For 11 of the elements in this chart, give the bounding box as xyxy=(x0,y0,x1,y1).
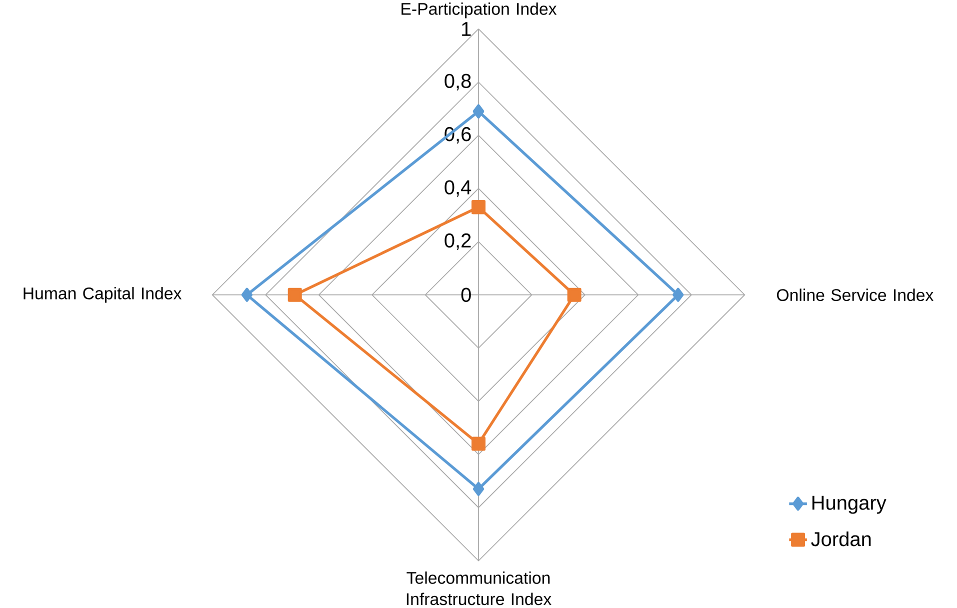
spoke-label: Human Capital Index xyxy=(24,287,182,303)
spoke-label: E-Participation Index xyxy=(402,2,557,18)
spoke-label: Online Service Index xyxy=(776,288,934,302)
y-tick-label: 0 xyxy=(461,288,471,302)
y-tick-label: 1 xyxy=(462,22,471,36)
legend-label: Hungary xyxy=(812,496,886,514)
spoke-label: Telecommunication Infrastructure Index xyxy=(406,572,552,606)
y-tick-label: 0,2 xyxy=(444,234,471,250)
y-tick-label: 0,4 xyxy=(444,180,472,197)
y-tick-label: 0,8 xyxy=(444,74,471,91)
legend-label: Jordan xyxy=(811,532,871,546)
